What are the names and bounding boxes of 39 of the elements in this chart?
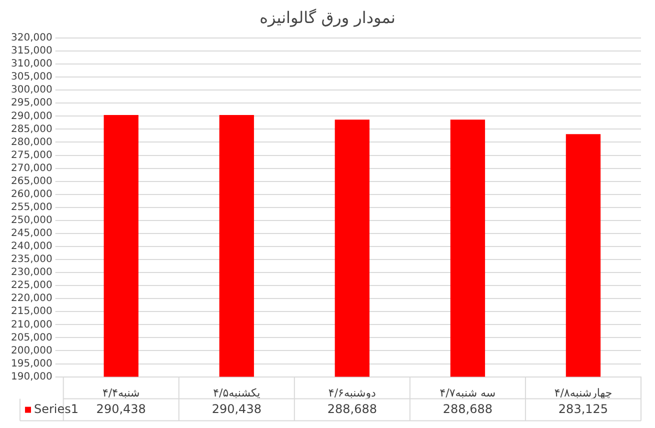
x-tick-label: سه شنبه۴/۷ [440,386,496,400]
chart-title: نمودار ورق گالوانیزه [258,8,396,27]
y-tick-label: 260,000 [10,188,52,200]
y-tick-label: 295,000 [10,98,52,109]
data-label: 283,125 [558,402,608,416]
y-tick-label: 205,000 [10,332,52,344]
y-tick-label: 275,000 [10,150,52,161]
data-label: 288,688 [327,402,377,416]
y-tick-label: 290,000 [10,110,52,122]
y-tick-label: 200,000 [10,345,52,356]
y-tick-label: 195,000 [10,358,52,370]
x-tick-label: چهارشنبه۴/۸ [554,386,612,400]
y-tick-label: 245,000 [10,228,52,240]
y-tick-label: 210,000 [10,319,52,330]
y-tick-label: 250,000 [10,215,52,226]
data-label: 288,688 [442,402,493,416]
y-tick-label: 255,000 [10,202,52,213]
legend-label: Series1 [34,402,79,416]
y-tick-label: 265,000 [10,176,52,187]
data-label: 290,438 [96,402,146,416]
y-tick-label: 230,000 [10,267,52,278]
y-tick-label: 190,000 [10,371,52,382]
y-tick-label: 280,000 [10,136,52,148]
y-tick-label: 220,000 [10,293,52,304]
x-tick-label: دوشنبه۴/۶ [328,386,376,400]
y-tick-label: 235,000 [10,254,52,266]
y-tick-label: 305,000 [10,72,52,83]
y-tick-label: 320,000 [10,32,52,44]
y-tick-label: 300,000 [10,84,52,96]
x-tick-label: شنبه۴/۴ [102,386,140,400]
y-tick-label: 225,000 [10,280,52,292]
y-tick-label: 310,000 [10,58,52,70]
y-tick-label: 270,000 [10,162,52,174]
y-tick-label: 285,000 [10,124,52,135]
y-tick-label: 215,000 [10,306,52,318]
y-tick-label: 240,000 [10,241,52,252]
y-tick-label: 315,000 [10,46,52,57]
x-tick-label: یکشنبه۴/۵ [213,386,260,400]
data-label: 290,438 [212,402,262,416]
